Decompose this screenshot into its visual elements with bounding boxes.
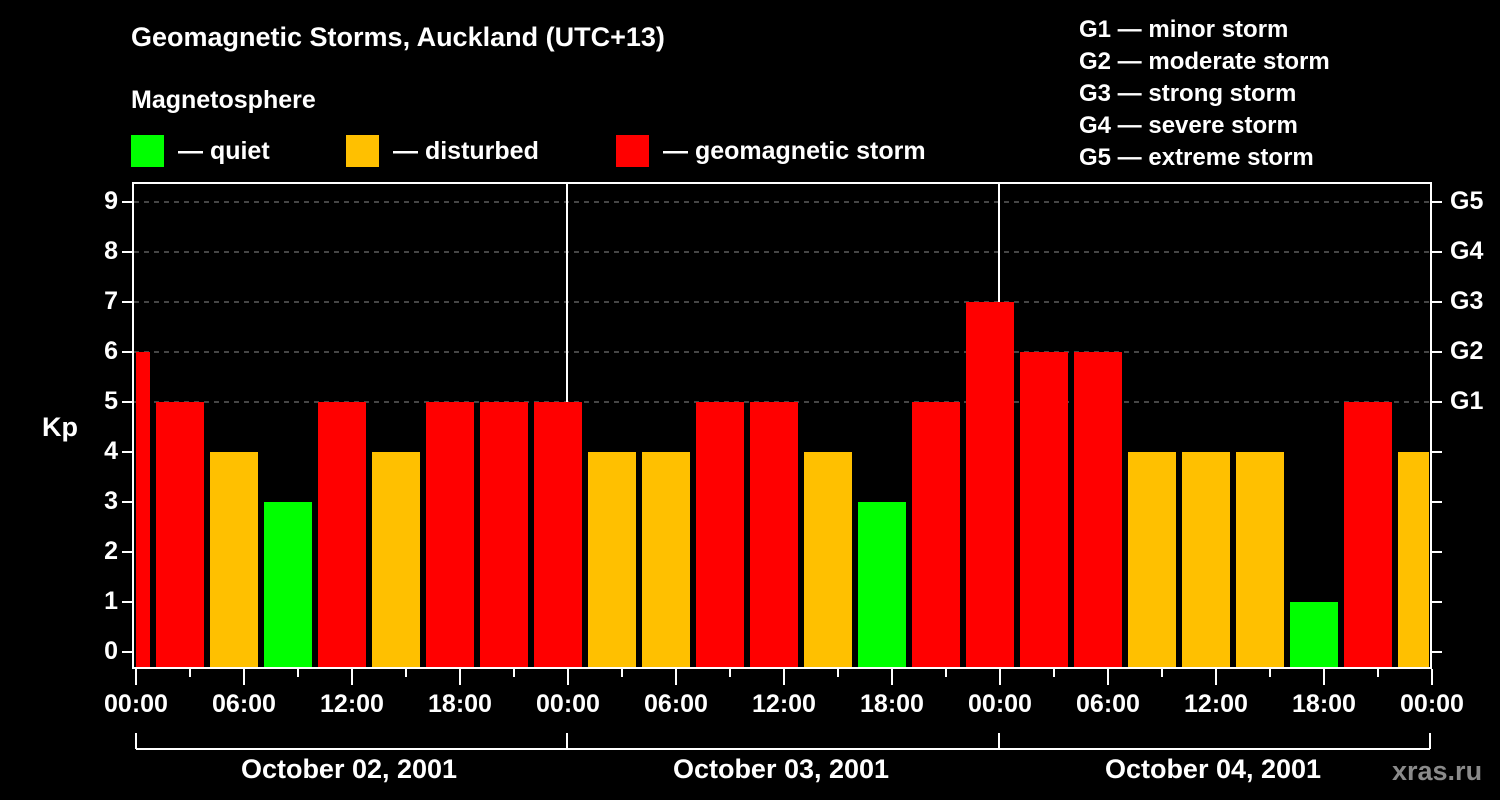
x-tick-label: 00:00	[536, 690, 600, 718]
watermark: xras.ru	[1392, 756, 1483, 786]
date-label-oct03: October 03, 2001	[672, 754, 890, 784]
date-label-oct04: October 04, 2001	[1104, 754, 1322, 784]
kp-bar	[1290, 602, 1338, 668]
axis-ticks	[122, 201, 1442, 685]
kp-bar	[1236, 452, 1284, 668]
legend-title: Magnetosphere	[131, 86, 316, 114]
gridlines	[134, 201, 1430, 403]
g4-legend: G4 — severe storm	[1079, 112, 1298, 139]
y-tick-label: 6	[104, 337, 118, 365]
x-tick-label: 12:00	[320, 690, 384, 718]
kp-bar	[1344, 402, 1392, 668]
g-tick-label: G2	[1450, 337, 1484, 365]
kp-bar	[750, 402, 798, 668]
x-tick-label: 00:00	[104, 690, 168, 718]
x-tick-label: 12:00	[752, 690, 816, 718]
kp-bar	[1128, 452, 1176, 668]
y-tick-label: 8	[104, 237, 118, 265]
x-tick-label: 00:00	[1400, 690, 1464, 718]
g5-legend: G5 — extreme storm	[1079, 144, 1314, 171]
kp-bar	[804, 452, 852, 668]
y-tick-label: 7	[104, 287, 118, 315]
kp-bar	[696, 402, 744, 668]
x-tick-label: 06:00	[644, 690, 708, 718]
x-tick-label: 18:00	[428, 690, 492, 718]
kp-bar	[136, 352, 150, 668]
x-tick-label: 18:00	[860, 690, 924, 718]
g-tick-label: G3	[1450, 287, 1484, 315]
x-tick-label: 06:00	[212, 690, 276, 718]
g-tick-label: G5	[1450, 187, 1484, 215]
kp-bar	[1398, 452, 1429, 668]
bars	[136, 302, 1429, 668]
kp-bar	[642, 452, 690, 668]
g-tick-label: G1	[1450, 387, 1484, 415]
kp-bar	[858, 502, 906, 668]
y-tick-label: 0	[104, 637, 118, 665]
kp-bar	[156, 402, 204, 668]
kp-bar	[912, 402, 960, 668]
storm-swatch	[616, 135, 649, 167]
g1-legend: G1 — minor storm	[1079, 16, 1289, 43]
legend-disturbed: — disturbed	[346, 134, 539, 168]
g-tick-label: G4	[1450, 237, 1484, 265]
g2-legend: G2 — moderate storm	[1079, 48, 1330, 75]
plot-frame	[132, 182, 1432, 669]
date-brackets	[135, 733, 1431, 750]
x-tick-label: 00:00	[968, 690, 1032, 718]
kp-bar	[480, 402, 528, 668]
y-tick-label: 1	[104, 587, 118, 615]
legend-quiet-label: — quiet	[178, 136, 270, 165]
x-tick-label: 18:00	[1292, 690, 1356, 718]
y-tick-label: 3	[104, 487, 118, 515]
kp-bar	[372, 452, 420, 668]
kp-bar	[534, 402, 582, 668]
legend-storm-label: — geomagnetic storm	[663, 136, 926, 165]
chart-title: Geomagnetic Storms, Auckland (UTC+13)	[131, 22, 665, 52]
legend-quiet: — quiet	[131, 134, 270, 168]
legend-disturbed-label: — disturbed	[393, 136, 539, 165]
x-tick-label: 06:00	[1076, 690, 1140, 718]
y-axis-label: Kp	[42, 412, 78, 442]
kp-bar	[1074, 352, 1122, 668]
y-tick-label: 4	[104, 437, 118, 465]
y-tick-label: 9	[104, 187, 118, 215]
y-tick-label: 2	[104, 537, 118, 565]
kp-bar	[1020, 352, 1068, 668]
y-tick-label: 5	[104, 387, 118, 415]
kp-bar	[264, 502, 312, 668]
x-tick-label: 12:00	[1184, 690, 1248, 718]
disturbed-swatch	[346, 135, 379, 167]
quiet-swatch	[131, 135, 164, 167]
date-label-oct02: October 02, 2001	[240, 754, 458, 784]
storm-scale-legend: G1 — minor storm G2 — moderate storm G3 …	[1079, 14, 1330, 174]
legend-storm: — geomagnetic storm	[616, 134, 926, 168]
kp-bar	[966, 302, 1014, 668]
kp-bar	[210, 452, 258, 668]
kp-bar	[1182, 452, 1230, 668]
g3-legend: G3 — strong storm	[1079, 80, 1297, 107]
kp-bar	[426, 402, 474, 668]
kp-bar	[318, 402, 366, 668]
kp-bar	[588, 452, 636, 668]
